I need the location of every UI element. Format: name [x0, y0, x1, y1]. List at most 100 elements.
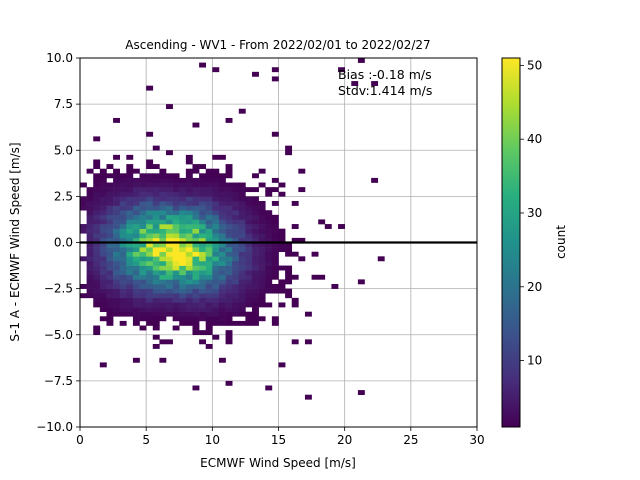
- heatmap-cell: [278, 279, 286, 285]
- heatmap-cell: [139, 297, 147, 303]
- heatmap-cell: [271, 242, 279, 248]
- heatmap-cell: [86, 256, 94, 262]
- heatmap-cell: [218, 224, 226, 229]
- heatmap-cell: [159, 357, 167, 363]
- heatmap-cell: [93, 274, 101, 280]
- heatmap-cell: [179, 265, 187, 271]
- heatmap-cell: [218, 316, 226, 322]
- heatmap-cell: [265, 302, 273, 308]
- heatmap-cell: [212, 274, 220, 280]
- heatmap-cell: [132, 274, 140, 280]
- heatmap-cell: [258, 279, 266, 285]
- heatmap-cell: [258, 242, 266, 248]
- heatmap-cell: [132, 357, 140, 363]
- heatmap-cell: [252, 288, 259, 294]
- heatmap-cell: [172, 325, 180, 331]
- heatmap-cell: [218, 260, 226, 266]
- heatmap-cell: [218, 279, 226, 285]
- heatmap-cell: [179, 247, 187, 253]
- heatmap-cell: [146, 320, 154, 326]
- heatmap-cell: [218, 274, 226, 280]
- heatmap-cell: [126, 224, 134, 229]
- heatmap-cell: [93, 265, 101, 271]
- heatmap-cell: [99, 362, 107, 368]
- heatmap-cell: [205, 168, 213, 174]
- heatmap-cell: [199, 242, 207, 248]
- heatmap-cell: [212, 168, 220, 174]
- heatmap-cell: [166, 247, 173, 253]
- heatmap-cell: [179, 316, 187, 322]
- heatmap-cell: [238, 214, 246, 220]
- heatmap-cell: [113, 279, 120, 285]
- heatmap-cell: [172, 316, 180, 322]
- heatmap-cell: [86, 270, 94, 276]
- heatmap-cell: [205, 242, 213, 248]
- heatmap-cell: [225, 320, 233, 326]
- heatmap-cell: [265, 288, 273, 294]
- heatmap-cell: [252, 265, 259, 271]
- heatmap-cell: [179, 177, 187, 183]
- heatmap-cell: [132, 205, 140, 211]
- heatmap-cell: [218, 196, 226, 202]
- heatmap-cell: [86, 214, 94, 220]
- heatmap-cell: [152, 334, 160, 340]
- heatmap-cell: [159, 219, 167, 225]
- heatmap-cell: [172, 214, 180, 220]
- heatmap-cell: [232, 219, 240, 225]
- heatmap-cell: [106, 251, 114, 257]
- heatmap-cell: [166, 210, 173, 216]
- heatmap-cell: [99, 242, 107, 248]
- heatmap-cell: [113, 284, 120, 289]
- heatmap-cell: [205, 279, 213, 285]
- heatmap-cell: [179, 279, 187, 285]
- heatmap-cell: [172, 191, 180, 197]
- x-ticks: 0 5 10 15 20 25 30: [76, 427, 485, 447]
- heatmap-cell: [93, 284, 101, 289]
- heatmap-cell: [265, 260, 273, 266]
- heatmap-cell: [212, 205, 220, 211]
- heatmap-cell: [146, 279, 154, 285]
- heatmap-cell: [185, 242, 193, 248]
- heatmap-cell: [225, 168, 233, 174]
- heatmap-cell: [252, 247, 259, 253]
- heatmap-cell: [166, 214, 173, 220]
- colorbar: [502, 58, 520, 427]
- heatmap-cell: [93, 325, 101, 331]
- heatmap-cell: [132, 270, 140, 276]
- heatmap-cell: [212, 279, 220, 285]
- heatmap-cell: [192, 330, 200, 336]
- heatmap-cell: [232, 320, 240, 326]
- heatmap-cell: [80, 205, 87, 211]
- heatmap-cell: [93, 182, 101, 188]
- y-ticks: −10.0 −7.5 −5.0 −2.5 0.0 2.5 5.0 7.5 10.0: [36, 51, 80, 434]
- heatmap-cell: [119, 284, 127, 289]
- heatmap-cell: [80, 182, 87, 188]
- heatmap-cell: [218, 187, 226, 193]
- heatmap-cell: [258, 302, 266, 308]
- heatmap-cell: [205, 320, 213, 326]
- heatmap-cell: [185, 237, 193, 243]
- heatmap-cell: [119, 210, 127, 216]
- heatmap-cell: [179, 256, 187, 262]
- heatmap-cell: [146, 233, 154, 239]
- heatmap-cell: [185, 274, 193, 280]
- heatmap-cell: [93, 279, 101, 285]
- heatmap-cell: [146, 224, 154, 229]
- heatmap-cell: [271, 270, 279, 276]
- heatmap-cell: [99, 274, 107, 280]
- heatmap-cell: [159, 187, 167, 193]
- heatmap-cell: [152, 284, 160, 289]
- heatmap-cell: [199, 265, 207, 271]
- heatmap-cell: [119, 233, 127, 239]
- heatmap-cell: [252, 228, 259, 234]
- heatmap-cell: [258, 224, 266, 229]
- heatmap-cell: [146, 260, 154, 266]
- heatmap-cell: [132, 316, 140, 322]
- heatmap-cell: [238, 265, 246, 271]
- heatmap-cell: [271, 247, 279, 253]
- heatmap-cell: [205, 274, 213, 280]
- heatmap-cell: [152, 196, 160, 202]
- heatmap-cell: [232, 307, 240, 312]
- heatmap-cell: [278, 247, 286, 253]
- x-tick-label: 0: [76, 433, 84, 447]
